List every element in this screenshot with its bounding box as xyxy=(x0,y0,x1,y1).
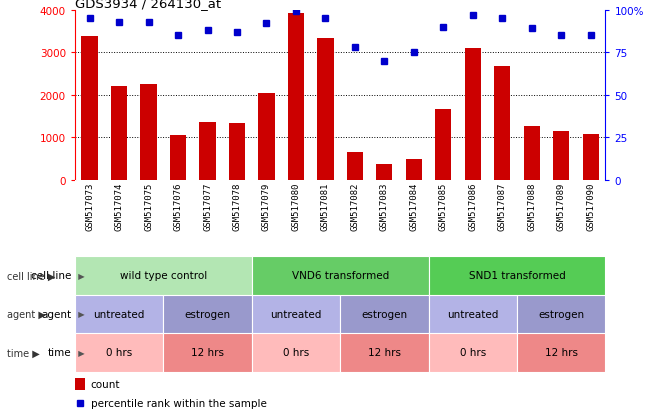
Text: GSM517082: GSM517082 xyxy=(350,183,359,230)
Bar xyxy=(258,93,275,180)
Bar xyxy=(406,159,422,180)
Text: GDS3934 / 264130_at: GDS3934 / 264130_at xyxy=(75,0,221,9)
Text: GSM517080: GSM517080 xyxy=(292,183,300,230)
Text: GSM517081: GSM517081 xyxy=(321,183,330,230)
Text: 0 hrs: 0 hrs xyxy=(460,347,486,358)
Bar xyxy=(428,256,605,295)
Bar xyxy=(428,333,517,372)
Text: GSM517085: GSM517085 xyxy=(439,183,448,230)
Text: percentile rank within the sample: percentile rank within the sample xyxy=(90,398,267,408)
Text: GSM517074: GSM517074 xyxy=(115,183,124,230)
Text: ▶: ▶ xyxy=(73,348,85,357)
Text: GSM517076: GSM517076 xyxy=(174,183,182,230)
Bar xyxy=(81,37,98,180)
Text: GSM517073: GSM517073 xyxy=(85,183,94,230)
Text: estrogen: estrogen xyxy=(184,309,230,319)
Bar xyxy=(428,295,517,333)
Text: GSM517075: GSM517075 xyxy=(144,183,153,230)
Bar xyxy=(252,256,428,295)
Text: untreated: untreated xyxy=(93,309,145,319)
Text: agent ▶: agent ▶ xyxy=(7,309,46,319)
Text: 12 hrs: 12 hrs xyxy=(191,347,224,358)
Bar xyxy=(317,39,333,180)
Bar xyxy=(340,295,428,333)
Text: GSM517089: GSM517089 xyxy=(557,183,566,230)
Bar xyxy=(376,164,393,180)
Text: estrogen: estrogen xyxy=(361,309,408,319)
Text: GSM517077: GSM517077 xyxy=(203,183,212,230)
Text: agent: agent xyxy=(42,309,72,319)
Bar xyxy=(163,333,252,372)
Bar xyxy=(340,333,428,372)
Text: cell line ▶: cell line ▶ xyxy=(7,271,55,281)
Text: GSM517086: GSM517086 xyxy=(468,183,477,230)
Text: time: time xyxy=(48,347,72,358)
Text: 12 hrs: 12 hrs xyxy=(545,347,577,358)
Text: cell line: cell line xyxy=(31,271,72,281)
Text: GSM517084: GSM517084 xyxy=(409,183,419,230)
Text: GSM517083: GSM517083 xyxy=(380,183,389,230)
Text: SND1 transformed: SND1 transformed xyxy=(469,271,565,281)
Bar xyxy=(163,295,252,333)
Bar xyxy=(252,295,340,333)
Bar xyxy=(75,256,252,295)
Bar xyxy=(347,153,363,180)
Bar xyxy=(75,378,85,390)
Bar xyxy=(75,333,163,372)
Bar xyxy=(75,295,163,333)
Text: untreated: untreated xyxy=(447,309,499,319)
Bar xyxy=(436,110,451,180)
Bar xyxy=(553,132,570,180)
Bar xyxy=(517,333,605,372)
Text: ▶: ▶ xyxy=(73,271,85,280)
Text: GSM517088: GSM517088 xyxy=(527,183,536,230)
Bar xyxy=(523,126,540,180)
Bar xyxy=(199,123,215,180)
Bar xyxy=(583,134,599,180)
Text: estrogen: estrogen xyxy=(538,309,585,319)
Text: 0 hrs: 0 hrs xyxy=(106,347,132,358)
Bar xyxy=(494,66,510,180)
Text: ▶: ▶ xyxy=(73,310,85,318)
Text: GSM517078: GSM517078 xyxy=(232,183,242,230)
Bar xyxy=(465,49,481,180)
Text: GSM517087: GSM517087 xyxy=(498,183,506,230)
Text: VND6 transformed: VND6 transformed xyxy=(292,271,389,281)
Bar xyxy=(517,295,605,333)
Text: 12 hrs: 12 hrs xyxy=(368,347,401,358)
Text: untreated: untreated xyxy=(270,309,322,319)
Bar xyxy=(288,14,304,180)
Text: time ▶: time ▶ xyxy=(7,347,39,358)
Bar xyxy=(170,136,186,180)
Text: GSM517079: GSM517079 xyxy=(262,183,271,230)
Text: GSM517090: GSM517090 xyxy=(586,183,595,230)
Bar xyxy=(111,87,127,180)
Text: wild type control: wild type control xyxy=(120,271,207,281)
Bar xyxy=(229,124,245,180)
Bar xyxy=(252,333,340,372)
Text: 0 hrs: 0 hrs xyxy=(283,347,309,358)
Text: count: count xyxy=(90,379,120,389)
Bar xyxy=(141,85,157,180)
